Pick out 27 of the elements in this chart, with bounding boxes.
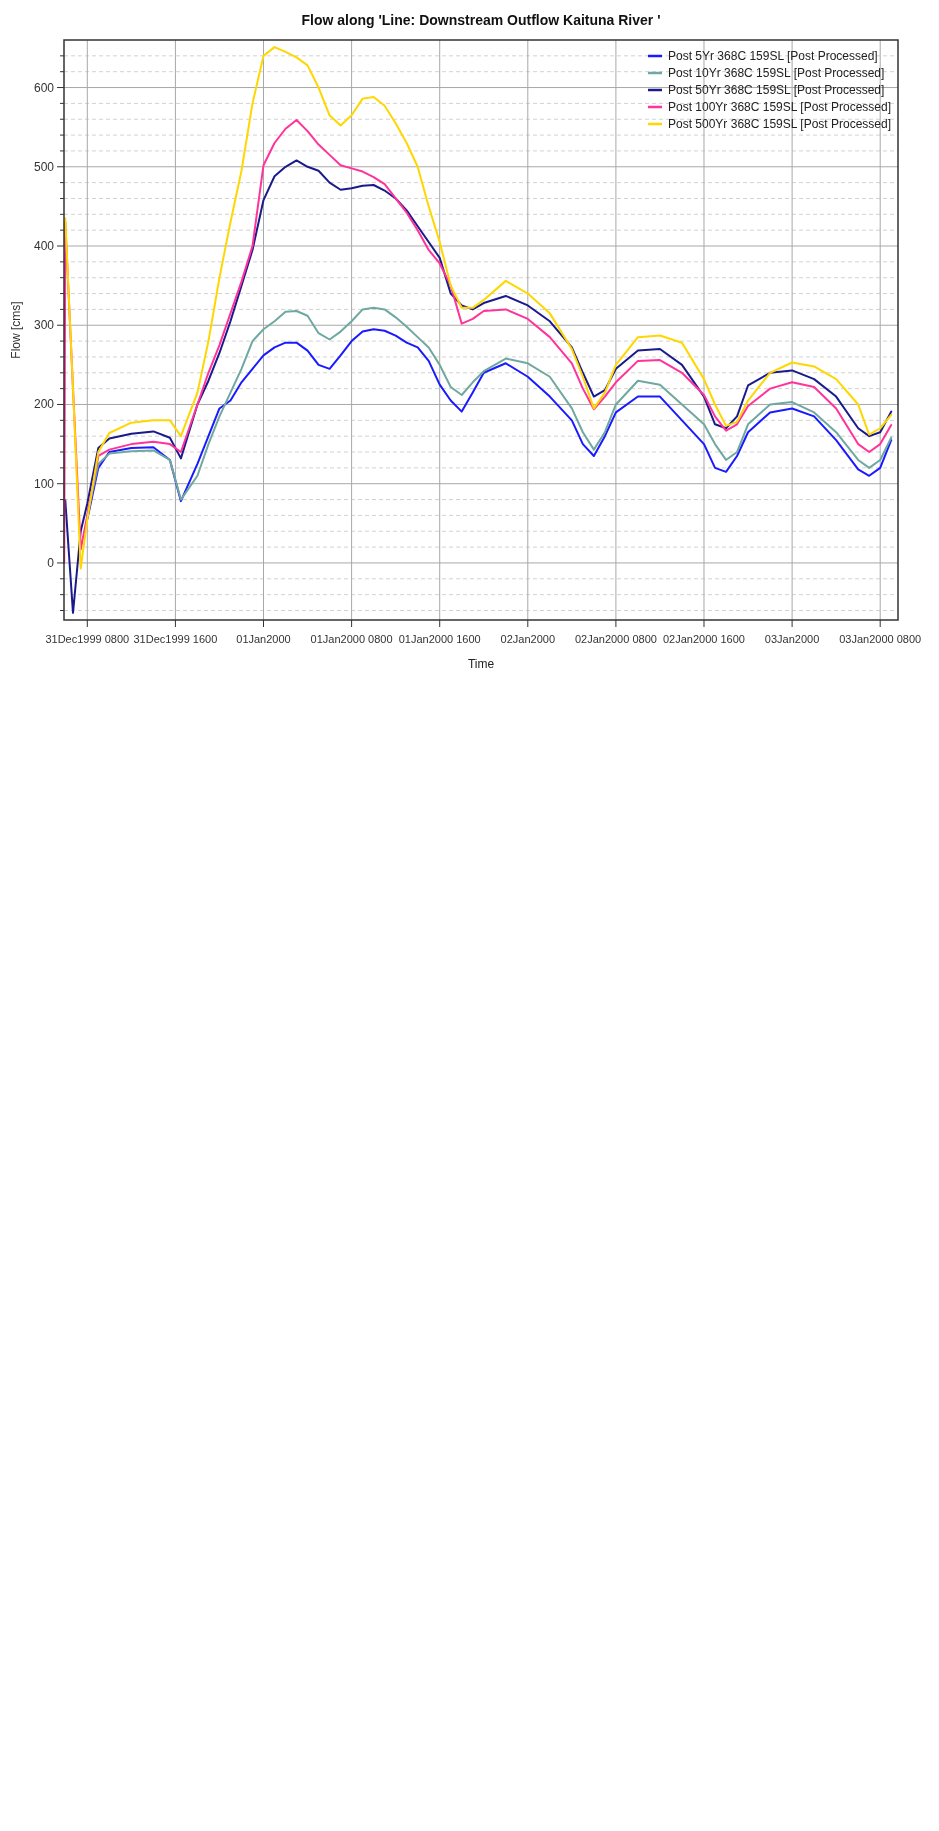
x-tick-label: 31Dec1999 0800 bbox=[45, 633, 130, 645]
x-tick-label: 02Jan2000 1600 bbox=[663, 633, 745, 645]
legend-label: Post 500Yr 368C 159SL [Post Processed] bbox=[668, 117, 892, 131]
x-tick-label: 02Jan2000 bbox=[500, 633, 556, 645]
x-tick-label: 01Jan2000 bbox=[236, 633, 291, 645]
legend-label: Post 10Yr 368C 159SL [Post Processed] bbox=[668, 66, 885, 80]
x-axis-title: Time bbox=[467, 657, 495, 671]
legend-label: Post 50Yr 368C 159SL [Post Processed] bbox=[668, 83, 885, 97]
chart-title: Flow along 'Line: Downstream Outflow Kaituna River ' bbox=[301, 12, 661, 28]
y-tick-label: 500 bbox=[33, 159, 55, 174]
x-tick-label: 01Jan2000 1600 bbox=[398, 633, 481, 645]
y-tick-label: 200 bbox=[33, 397, 55, 412]
y-tick-label: 600 bbox=[33, 80, 55, 95]
x-tick-label: 31Dec1999 1600 bbox=[133, 633, 218, 645]
y-tick-label: 0 bbox=[47, 555, 55, 570]
y-tick-label: 100 bbox=[33, 476, 55, 491]
line-series bbox=[63, 159, 893, 614]
y-axis-title: Flow [cms] bbox=[9, 301, 23, 359]
legend-label: Post 5Yr 368C 159SL [Post Processed] bbox=[668, 49, 878, 63]
x-tick-label: 03Jan2000 bbox=[764, 633, 820, 645]
line-series bbox=[64, 46, 893, 570]
x-tick-label: 02Jan2000 0800 bbox=[574, 633, 657, 645]
y-tick-label: 300 bbox=[33, 318, 55, 333]
legend-label: Post 100Yr 368C 159SL [Post Processed] bbox=[668, 100, 892, 114]
x-tick-label: 01Jan2000 0800 bbox=[310, 633, 393, 645]
x-tick-label: 03Jan2000 0800 bbox=[839, 633, 922, 645]
y-tick-label: 400 bbox=[33, 239, 55, 254]
